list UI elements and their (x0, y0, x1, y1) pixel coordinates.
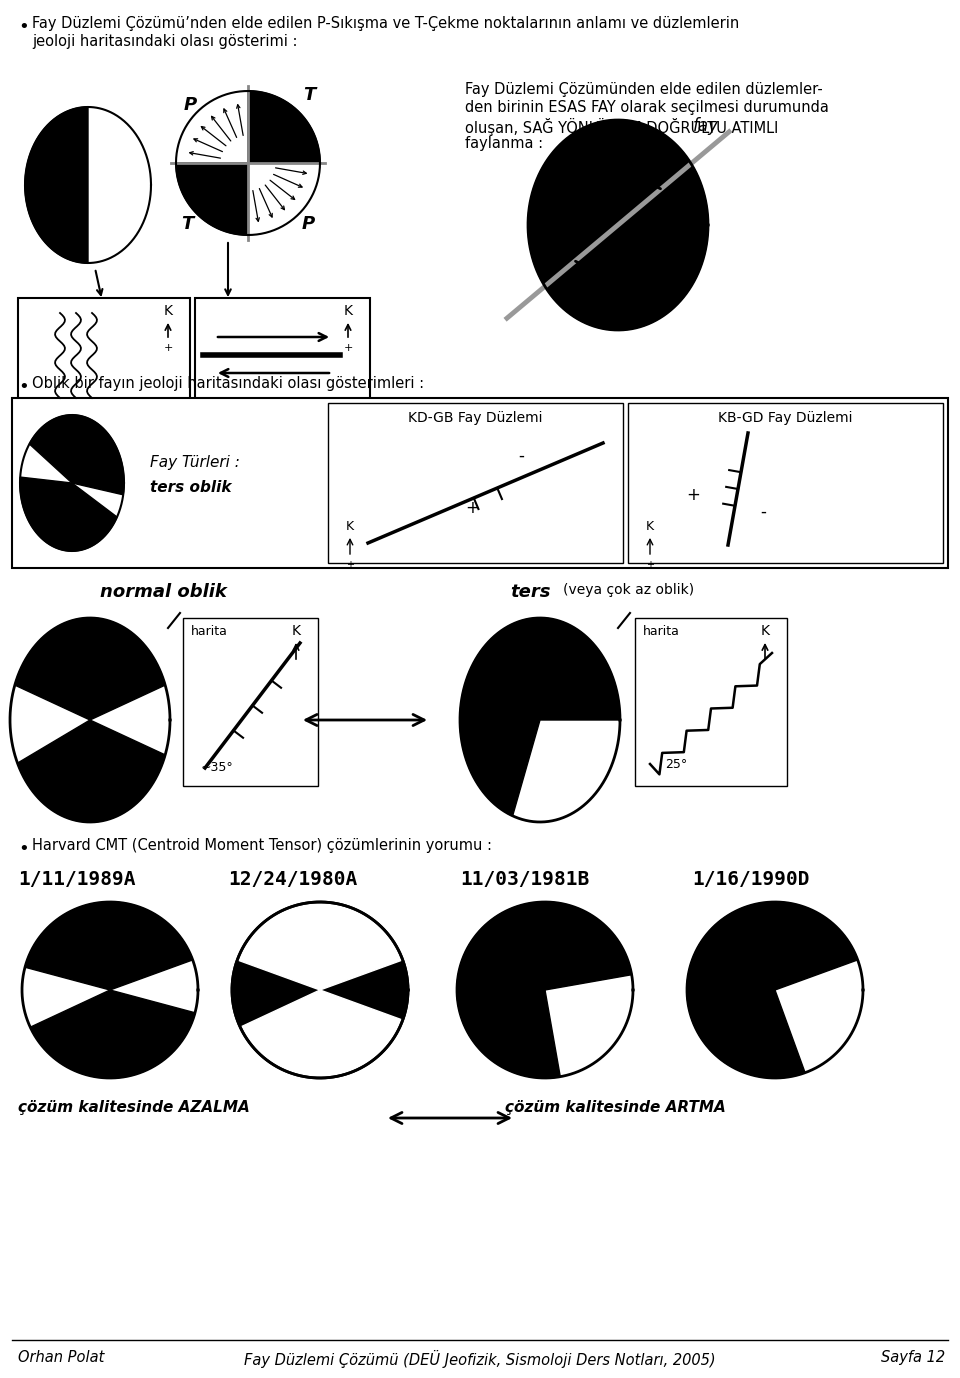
Text: -: - (760, 503, 766, 521)
Text: Fay Düzlemi Çözümü’nden elde edilen P-Sıkışma ve T-Çekme noktalarının anlamı ve : Fay Düzlemi Çözümü’nden elde edilen P-Sı… (32, 17, 739, 30)
Text: Harvard CMT (Centroid Moment Tensor) çözümlerinin yorumu :: Harvard CMT (Centroid Moment Tensor) çöz… (32, 838, 492, 853)
Polygon shape (457, 905, 545, 1046)
Bar (183, 617, 318, 785)
Polygon shape (20, 477, 117, 551)
Polygon shape (10, 617, 170, 823)
Polygon shape (25, 107, 88, 263)
Polygon shape (237, 903, 402, 989)
Polygon shape (14, 617, 165, 719)
Text: ters: ters (510, 583, 550, 601)
Text: Oblik bir fayın jeoloji haritasındaki olası gösterimleri :: Oblik bir fayın jeoloji haritasındaki ol… (32, 376, 424, 391)
Text: fay: fay (693, 117, 719, 135)
Text: +: + (466, 499, 479, 517)
Text: 1/16/1990D: 1/16/1990D (692, 870, 809, 889)
Text: +: + (686, 485, 700, 503)
Text: -: - (518, 446, 524, 464)
Polygon shape (457, 903, 632, 1078)
Text: (veya çok az oblik): (veya çok az oblik) (563, 583, 694, 597)
Text: +: + (346, 559, 354, 570)
Bar (18, 298, 190, 413)
Polygon shape (20, 415, 124, 551)
Text: den birinin ESAS FAY olarak seçilmesi durumunda: den birinin ESAS FAY olarak seçilmesi du… (465, 101, 828, 114)
Bar (635, 617, 787, 785)
Text: +: + (344, 343, 352, 353)
Polygon shape (528, 120, 703, 260)
Text: +: + (163, 343, 173, 353)
Polygon shape (457, 903, 633, 1078)
Text: KB-GD Fay Düzlemi: KB-GD Fay Düzlemi (718, 411, 852, 424)
Text: +: + (646, 559, 654, 570)
Text: 12/24/1980A: 12/24/1980A (228, 870, 357, 889)
Polygon shape (232, 903, 408, 1078)
Text: K: K (163, 305, 173, 318)
Text: Fay Türleri :: Fay Türleri : (150, 455, 240, 470)
Text: T: T (181, 215, 193, 233)
Text: K: K (344, 305, 352, 318)
Text: P: P (184, 96, 197, 114)
Text: harita: harita (191, 626, 228, 638)
Polygon shape (25, 903, 193, 989)
Polygon shape (30, 415, 124, 495)
Polygon shape (17, 719, 165, 823)
Polygon shape (240, 989, 402, 1078)
Polygon shape (460, 617, 620, 816)
Polygon shape (687, 907, 775, 1067)
Text: K: K (760, 624, 770, 638)
Polygon shape (31, 989, 195, 1078)
Text: faylanma :: faylanma : (465, 136, 543, 152)
Text: Fay Düzlemi Çözümü (DEÜ Jeofizik, Sismoloji Ders Notları, 2005): Fay Düzlemi Çözümü (DEÜ Jeofizik, Sismol… (244, 1350, 716, 1368)
Bar (628, 402, 943, 564)
Polygon shape (176, 91, 320, 236)
Text: K: K (292, 624, 300, 638)
Polygon shape (22, 903, 198, 1078)
Text: +: + (49, 481, 60, 495)
Text: 11/03/1981B: 11/03/1981B (460, 870, 589, 889)
Polygon shape (232, 903, 408, 1078)
Text: Sayfa 12: Sayfa 12 (881, 1350, 945, 1366)
Text: çözüm kalitesinde AZALMA: çözüm kalitesinde AZALMA (18, 1100, 250, 1115)
Text: ters oblik: ters oblik (150, 480, 231, 495)
Polygon shape (687, 903, 857, 1078)
Polygon shape (460, 617, 620, 823)
Text: jeoloji haritasındaki olası gösterimi :: jeoloji haritasındaki olası gösterimi : (32, 34, 298, 50)
Text: normal oblik: normal oblik (100, 583, 227, 601)
Text: KD-GB Fay Düzlemi: KD-GB Fay Düzlemi (408, 411, 542, 424)
Text: K: K (646, 520, 654, 533)
Text: harita: harita (643, 626, 680, 638)
Text: oluşan, SAĞ YÖNLÜ TAM DOĞRULTU ATIMLI: oluşan, SAĞ YÖNLÜ TAM DOĞRULTU ATIMLI (465, 119, 779, 136)
Bar (328, 402, 623, 564)
Text: P: P (301, 215, 315, 233)
Text: •: • (18, 378, 29, 395)
Text: çözüm kalitesinde ARTMA: çözüm kalitesinde ARTMA (505, 1100, 726, 1115)
Polygon shape (528, 120, 708, 329)
Bar (195, 298, 370, 413)
Text: T: T (302, 85, 315, 103)
Text: •: • (18, 18, 29, 36)
Polygon shape (248, 91, 320, 163)
Polygon shape (176, 163, 248, 236)
Text: Orhan Polat: Orhan Polat (18, 1350, 105, 1366)
Polygon shape (687, 903, 863, 1078)
Bar (12, 398, 948, 568)
Text: K: K (346, 520, 354, 533)
Text: 25°: 25° (665, 758, 687, 772)
Text: Fay Düzlemi Çözümünden elde edilen düzlemler-: Fay Düzlemi Çözümünden elde edilen düzle… (465, 83, 823, 96)
Polygon shape (534, 189, 708, 329)
Text: 1/11/1989A: 1/11/1989A (18, 870, 135, 889)
Text: ~35°: ~35° (201, 761, 233, 774)
Text: •: • (18, 841, 29, 858)
Polygon shape (25, 107, 151, 263)
